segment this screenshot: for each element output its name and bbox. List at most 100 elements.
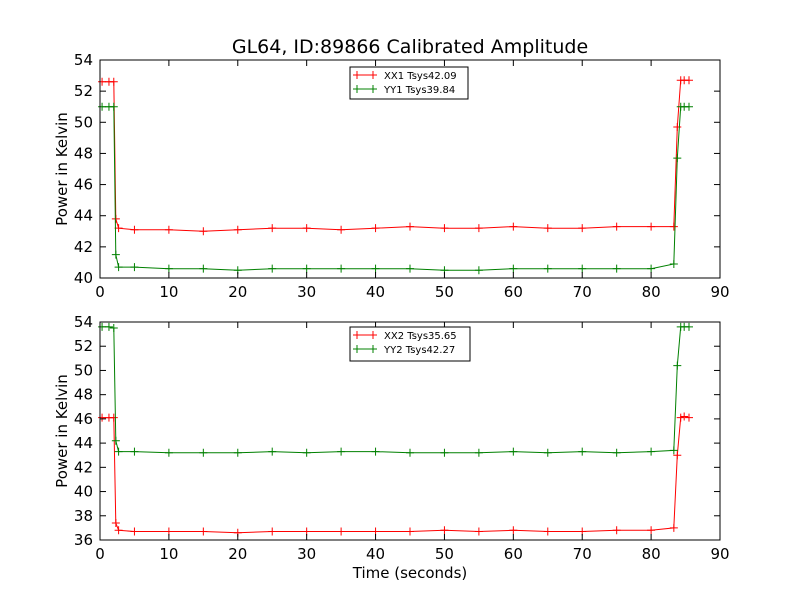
- x-tick-label: 40: [366, 283, 385, 301]
- data-point: [440, 526, 449, 535]
- data-point: [98, 102, 107, 111]
- data-point: [647, 222, 656, 231]
- plot-frame: [99, 59, 721, 279]
- data-point: [199, 527, 208, 536]
- x-tick-label: 40: [366, 545, 385, 563]
- legend-entry: YY1 Tsys39.84: [353, 85, 455, 96]
- data-point: [98, 413, 107, 422]
- y-tick-label: 44: [74, 434, 93, 452]
- legend-marker: [353, 71, 377, 79]
- data-point: [114, 263, 123, 272]
- x-tick-label: 60: [504, 283, 523, 301]
- data-point: [474, 224, 483, 233]
- x-tick-label: 30: [297, 283, 316, 301]
- data-point: [406, 264, 414, 273]
- data-point: [302, 224, 311, 233]
- data-point: [612, 264, 621, 273]
- data-point: [371, 264, 380, 273]
- legend-entry: YY2 Tsys42.27: [353, 345, 455, 356]
- x-tick-label: 80: [642, 545, 661, 563]
- data-point: [685, 413, 693, 422]
- x-tick-label: 30: [297, 545, 316, 563]
- legend-box: [349, 66, 469, 100]
- data-point: [406, 222, 414, 231]
- data-point: [509, 222, 518, 231]
- data-point: [647, 264, 656, 273]
- y-tick-label: 46: [74, 410, 93, 428]
- data-point: [104, 322, 113, 331]
- y-tick-label: 48: [74, 144, 93, 162]
- data-point: [673, 361, 682, 370]
- data-point: [509, 526, 518, 535]
- data-point: [685, 102, 693, 111]
- series-1-1: [98, 76, 693, 236]
- data-point: [109, 324, 118, 333]
- y-tick-label: 42: [74, 458, 93, 476]
- chart-panel-1: 0 10 20 30 40 50 60 70 80 90 40 42 44 46 48 50 52 54 Power…: [53, 51, 730, 301]
- data-point: [98, 322, 107, 331]
- y-tick-label: 48: [74, 386, 93, 404]
- data-point: [406, 448, 414, 457]
- y-tick-label: 46: [74, 176, 93, 194]
- x-tick-label: 10: [159, 545, 178, 563]
- x-tick-label: 10: [159, 283, 178, 301]
- y-tick-label: 42: [74, 238, 93, 256]
- data-point: [199, 448, 208, 457]
- x-axis-label: Time (seconds): [352, 564, 468, 582]
- data-point: [509, 447, 518, 456]
- data-point: [685, 76, 693, 85]
- data-point: [98, 77, 107, 86]
- x-tick-label: 80: [642, 283, 661, 301]
- data-point: [543, 264, 552, 273]
- y-tick-label: 40: [74, 483, 93, 501]
- data-point: [647, 526, 656, 535]
- x-tick-label: 20: [228, 545, 247, 563]
- data-point: [233, 225, 242, 234]
- data-point: [114, 526, 123, 535]
- data-point: [474, 448, 483, 457]
- data-point: [199, 264, 208, 273]
- data-point: [130, 527, 139, 536]
- y-tick-label: 52: [74, 337, 93, 355]
- data-point: [578, 224, 587, 233]
- plot-panels: 0 10 20 30 40 50 60 70 80 90 40 42 44 46 48 50 52 54 Power…: [53, 51, 730, 563]
- y-tick-label: 50: [74, 113, 93, 131]
- data-point: [669, 446, 678, 455]
- data-point: [199, 227, 208, 236]
- data-point: [578, 264, 587, 273]
- data-point: [509, 264, 518, 273]
- legend-label: XX1 Tsys42.09: [384, 71, 457, 82]
- y-tick-label: 54: [74, 313, 93, 331]
- x-tick-label: 50: [435, 545, 454, 563]
- data-point: [302, 264, 311, 273]
- chart-panel-2: 0 10 20 30 40 50 60 70 80 90 36 38 40 42 44 46 48 50 52 54 P…: [53, 313, 730, 563]
- data-point: [111, 519, 120, 528]
- data-point: [371, 224, 380, 233]
- y-tick-label: 50: [74, 361, 93, 379]
- data-point: [474, 266, 483, 275]
- data-point: [130, 225, 139, 234]
- legend-entry: XX1 Tsys42.09: [353, 71, 457, 82]
- y-tick-label: 38: [74, 507, 93, 525]
- data-point: [337, 225, 346, 234]
- data-point: [164, 264, 173, 273]
- data-point: [337, 447, 346, 456]
- data-point: [578, 447, 587, 456]
- data-point: [669, 259, 678, 268]
- data-point: [111, 436, 120, 445]
- data-point: [233, 448, 242, 457]
- data-point: [647, 447, 656, 456]
- data-point: [130, 447, 139, 456]
- y-axis-label: Power in Kelvin: [53, 112, 71, 226]
- y-tick-label: 52: [74, 82, 93, 100]
- y-tick-label: 54: [74, 51, 93, 69]
- y-tick-label: 40: [74, 269, 93, 287]
- plot-frame: [99, 321, 721, 541]
- data-point: [268, 527, 277, 536]
- legend-entry: XX2 Tsys35.65: [353, 331, 457, 342]
- data-point: [406, 527, 414, 536]
- y-tick-label: 44: [74, 207, 93, 225]
- data-point: [109, 413, 118, 422]
- data-point: [109, 102, 118, 111]
- legend-label: YY1 Tsys39.84: [383, 85, 455, 96]
